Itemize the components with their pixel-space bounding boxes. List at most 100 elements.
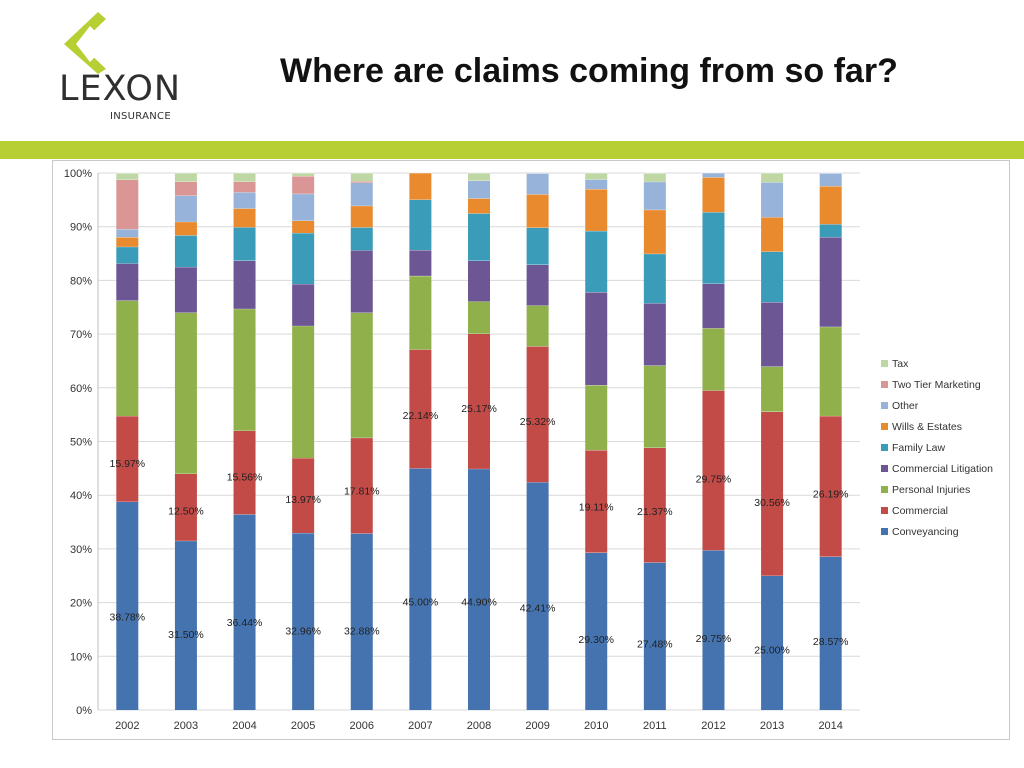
bar-segment xyxy=(526,482,549,710)
bar-segment xyxy=(468,180,490,199)
y-tick-label: 20% xyxy=(70,598,92,610)
data-label: 38.78% xyxy=(109,611,145,623)
bar-segment xyxy=(761,217,784,252)
bar-segment xyxy=(116,415,139,502)
logo-word: LEXON xyxy=(59,69,182,109)
data-label: 31.50% xyxy=(168,629,204,641)
bar-segment xyxy=(116,501,139,710)
bar-segment xyxy=(702,328,725,391)
bar-segment xyxy=(233,260,256,309)
bar-segment xyxy=(350,182,373,206)
bar-segment xyxy=(409,173,432,200)
legend-swatch xyxy=(881,465,888,472)
bar-segment xyxy=(585,173,608,180)
bar-segment xyxy=(702,173,725,178)
data-label: 21.37% xyxy=(637,506,673,518)
bar-segment xyxy=(526,346,549,483)
y-tick-label: 90% xyxy=(70,222,92,234)
bar-segment xyxy=(585,230,608,293)
legend-swatch xyxy=(881,423,888,430)
bar-segment xyxy=(761,173,784,183)
data-label: 42.41% xyxy=(520,603,556,615)
legend-swatch xyxy=(881,360,888,367)
bar-segment xyxy=(761,182,784,218)
bar-segment xyxy=(761,251,784,303)
x-tick-label: 2013 xyxy=(760,720,784,732)
bar-segment xyxy=(174,195,197,222)
bar-segment xyxy=(819,415,842,557)
bar-segment xyxy=(174,173,197,182)
bar-segment xyxy=(526,194,549,228)
legend-swatch xyxy=(881,402,888,409)
legend-label: Wills & Estates xyxy=(892,421,962,433)
data-label: 25.32% xyxy=(520,416,556,428)
bar-segment xyxy=(702,283,725,329)
x-tick-label: 2008 xyxy=(467,720,491,732)
bar-segment xyxy=(350,181,373,183)
bar-segment xyxy=(409,349,432,469)
bar-segment xyxy=(350,437,373,534)
bar-segment xyxy=(292,220,315,233)
bar-segment xyxy=(233,173,256,182)
legend-swatch xyxy=(881,528,888,535)
bar-segment xyxy=(468,213,490,261)
bar-segment xyxy=(116,300,139,416)
chart-frame: 0% 10% 20% 30% 40% 50% 60% 70% 80% 90% 100% 2002 200… xyxy=(52,160,1010,740)
bar-segment xyxy=(292,533,315,710)
bar-segment xyxy=(174,221,197,236)
data-label: 19.11% xyxy=(579,501,614,513)
x-tick-label: 2011 xyxy=(643,720,667,732)
y-tick-label: 70% xyxy=(70,329,92,341)
bar-segment xyxy=(819,224,842,238)
bar-segment xyxy=(292,193,315,221)
logo-chevron-icon xyxy=(64,12,106,74)
x-tick-label: 2003 xyxy=(174,720,198,732)
legend-label: Commercial xyxy=(892,505,948,517)
x-tick-label: 2005 xyxy=(291,720,315,732)
logo-subtitle: INSURANCE xyxy=(110,111,171,122)
legend-label: Other xyxy=(892,400,919,412)
bar-segment xyxy=(116,179,139,230)
legend-label: Two Tier Marketing xyxy=(892,379,981,391)
data-label: 25.17% xyxy=(461,403,497,415)
y-tick-label: 100% xyxy=(64,168,92,180)
header-accent-band xyxy=(0,141,1024,159)
data-label: 27.48% xyxy=(637,639,673,651)
bar-segment xyxy=(643,181,666,210)
data-label: 44.90% xyxy=(461,596,497,608)
bar-segment xyxy=(468,333,490,469)
bar-segment xyxy=(702,212,725,284)
bar-segment xyxy=(350,205,373,228)
y-tick-label: 30% xyxy=(70,544,92,556)
legend-swatch xyxy=(881,444,888,451)
y-tick-label: 10% xyxy=(70,651,92,663)
bar-segment xyxy=(585,179,608,190)
bar-segment xyxy=(643,447,666,563)
bar-segment xyxy=(643,562,666,710)
x-tick-label: 2007 xyxy=(408,720,432,732)
bar-segment xyxy=(350,312,373,438)
bar-segment xyxy=(409,199,432,251)
bar-segment xyxy=(350,173,373,182)
bar-segment xyxy=(174,235,197,267)
bar-segment xyxy=(233,514,256,710)
data-label: 30.56% xyxy=(754,497,790,509)
page-title: Where are claims coming from so far? xyxy=(280,52,898,90)
bar-segment xyxy=(292,173,315,177)
bar-segment xyxy=(819,237,842,327)
bar-segment xyxy=(233,308,256,431)
x-tick-label: 2004 xyxy=(232,720,256,732)
bar-segment xyxy=(292,283,315,326)
bar-segment xyxy=(350,533,373,710)
y-tick-label: 0% xyxy=(76,705,92,717)
bar-segment xyxy=(292,232,315,284)
legend-label: Commercial Litigation xyxy=(892,463,993,475)
bar-segment xyxy=(468,173,490,181)
bar-segment xyxy=(233,192,256,209)
bar-segment xyxy=(174,540,197,710)
data-label: 29.30% xyxy=(578,634,614,646)
bar-segment xyxy=(233,430,256,515)
bar-segment xyxy=(819,556,842,710)
data-label: 32.96% xyxy=(285,625,321,637)
bar-segment xyxy=(174,181,197,196)
